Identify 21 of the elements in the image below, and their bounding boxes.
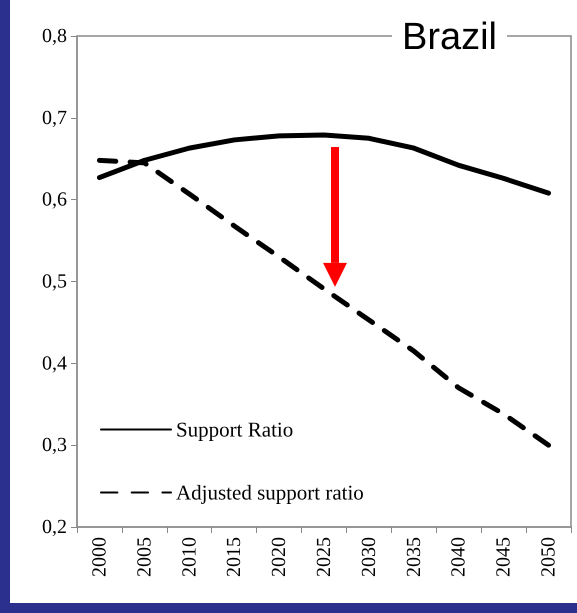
legend-label: Adjusted support ratio bbox=[176, 480, 364, 504]
x-tick-label: 2040 bbox=[448, 537, 470, 577]
x-tick-label: 2050 bbox=[538, 537, 560, 577]
x-tick-label: 2015 bbox=[223, 537, 246, 577]
x-tick-label: 2045 bbox=[492, 537, 515, 577]
y-tick-label: 0,5 bbox=[42, 270, 67, 292]
y-tick-label: 0,6 bbox=[42, 188, 67, 211]
y-tick-label: 0,3 bbox=[42, 434, 67, 456]
y-tick-label: 0,7 bbox=[42, 106, 67, 129]
x-tick-label: 2010 bbox=[178, 537, 200, 577]
y-tick-label: 0,4 bbox=[42, 352, 67, 374]
x-tick-label: 2030 bbox=[358, 537, 380, 577]
legend-label: Support Ratio bbox=[176, 418, 294, 442]
x-tick-label: 2020 bbox=[268, 537, 290, 577]
x-tick-label: 2000 bbox=[88, 537, 110, 577]
y-tick-label: 0,2 bbox=[42, 516, 67, 538]
x-tick-label: 2035 bbox=[402, 537, 425, 577]
x-tick-label: 2005 bbox=[133, 537, 156, 577]
chart-title: Brazil bbox=[402, 16, 498, 58]
x-tick-label: 2025 bbox=[313, 537, 335, 577]
y-tick-label: 0,8 bbox=[42, 25, 67, 47]
